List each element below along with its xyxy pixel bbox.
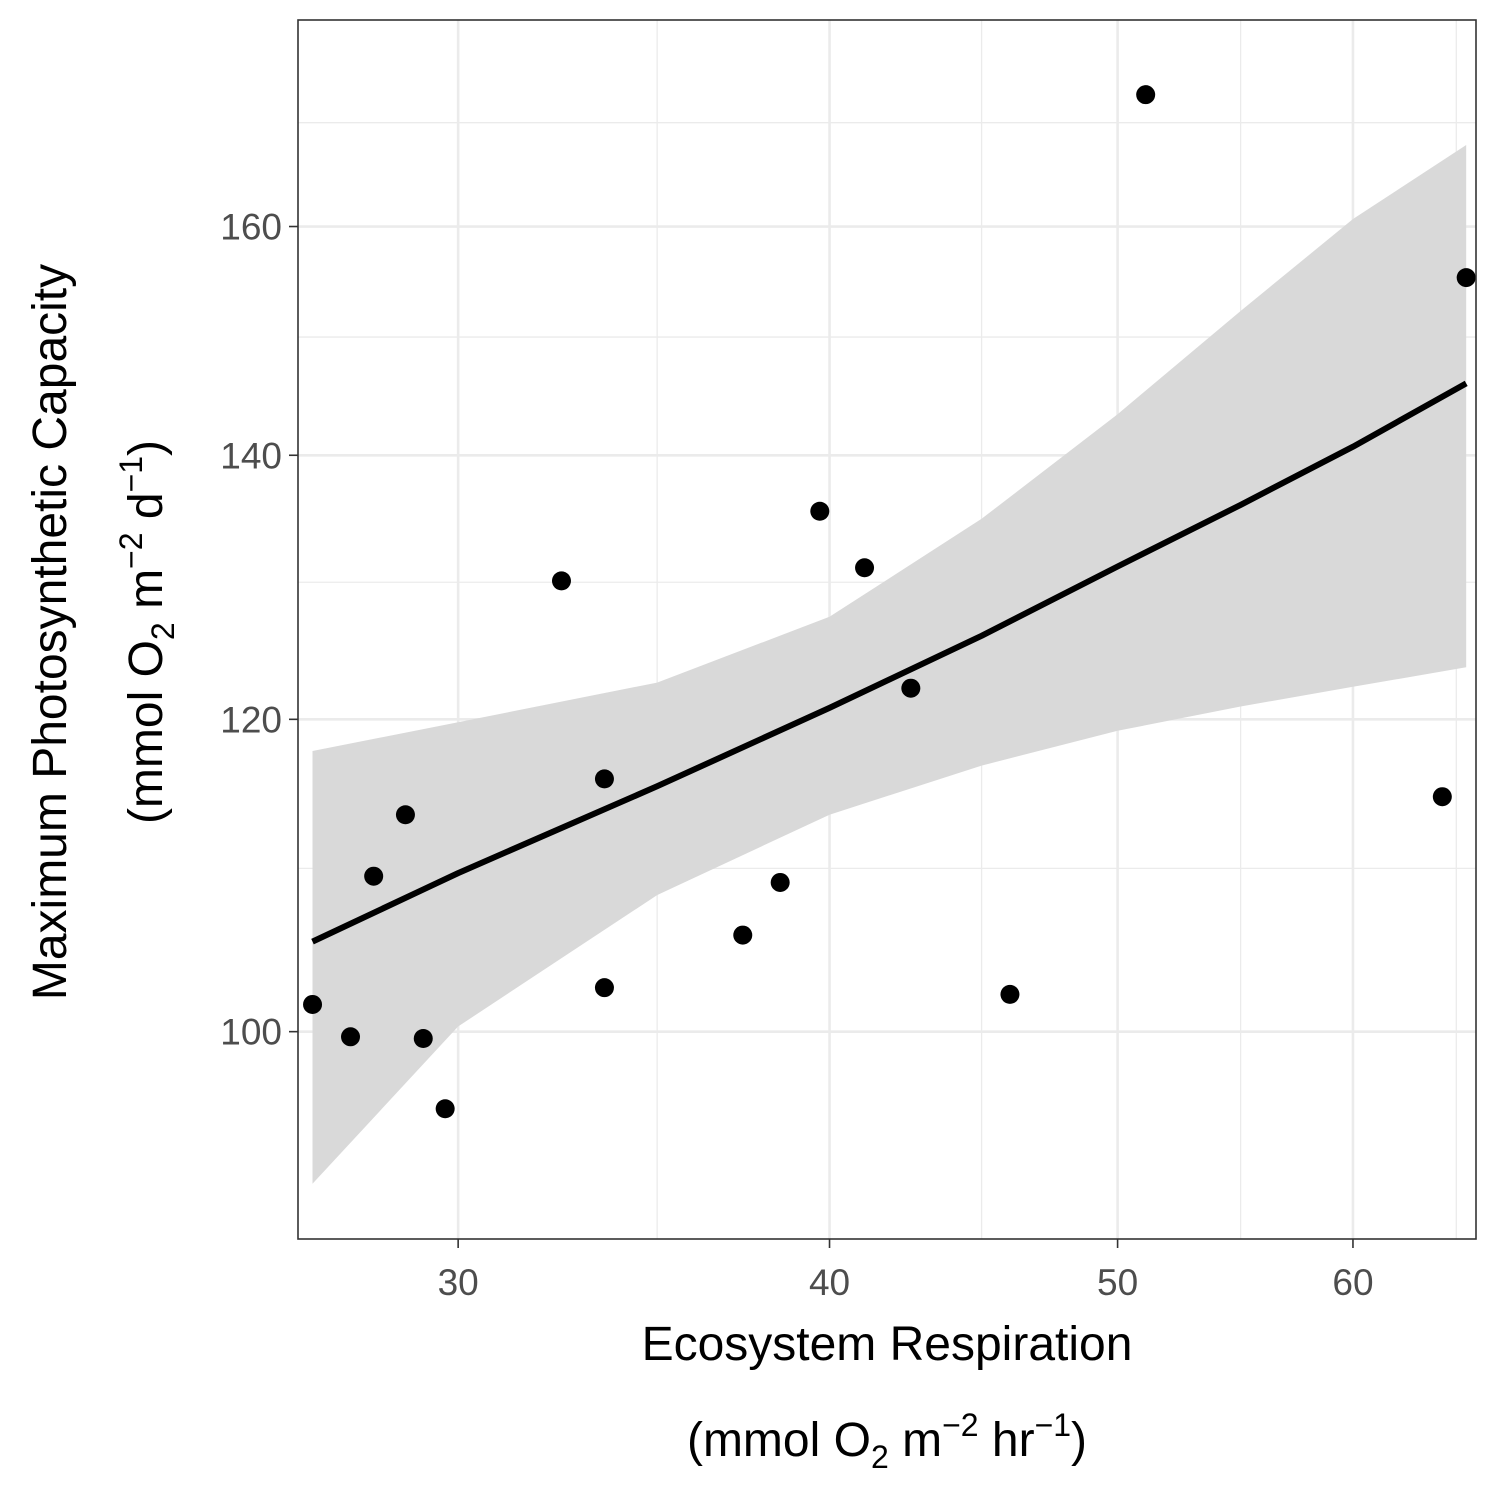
data-point <box>413 1029 433 1049</box>
data-point <box>810 501 830 521</box>
data-point <box>1136 85 1156 105</box>
data-point <box>901 678 921 698</box>
x-tick-label: 60 <box>1332 1262 1373 1303</box>
x-axis-title: Ecosystem Respiration <box>642 1318 1133 1371</box>
data-point <box>341 1027 361 1047</box>
data-point <box>364 866 384 886</box>
data-point <box>435 1099 455 1119</box>
fit-line <box>311 380 1468 945</box>
data-point <box>594 978 614 998</box>
x-axis-ticks: 30 40 50 60 <box>438 1239 1374 1303</box>
data-point <box>733 925 753 945</box>
data-point <box>551 571 571 591</box>
data-point <box>1456 268 1476 288</box>
data-point <box>1000 984 1020 1004</box>
data-point <box>1432 787 1452 807</box>
x-tick-label: 30 <box>438 1262 479 1303</box>
data-point <box>770 872 790 892</box>
plot-border <box>297 19 1477 1240</box>
data-points <box>303 85 1476 1119</box>
x-tick-label: 40 <box>809 1262 850 1303</box>
y-tick-label: 120 <box>220 699 282 740</box>
data-point <box>395 805 415 825</box>
y-tick-label: 140 <box>220 435 282 476</box>
y-tick-label: 100 <box>220 1012 282 1053</box>
y-axis-ticks: 100 120 140 160 <box>220 207 298 1053</box>
y-axis-title: Maximum Photosynthetic Capacity <box>24 264 77 1000</box>
y-axis-units: (mmol O2 m−2 d−1) <box>113 440 181 824</box>
data-point <box>303 994 323 1014</box>
x-tick-label: 50 <box>1097 1262 1138 1303</box>
data-point <box>594 769 614 789</box>
x-axis-units: (mmol O2 m−2 hr−1) <box>687 1407 1087 1475</box>
data-point <box>855 558 875 578</box>
confidence-ribbon <box>312 145 1467 1184</box>
y-tick-label: 160 <box>220 207 282 248</box>
